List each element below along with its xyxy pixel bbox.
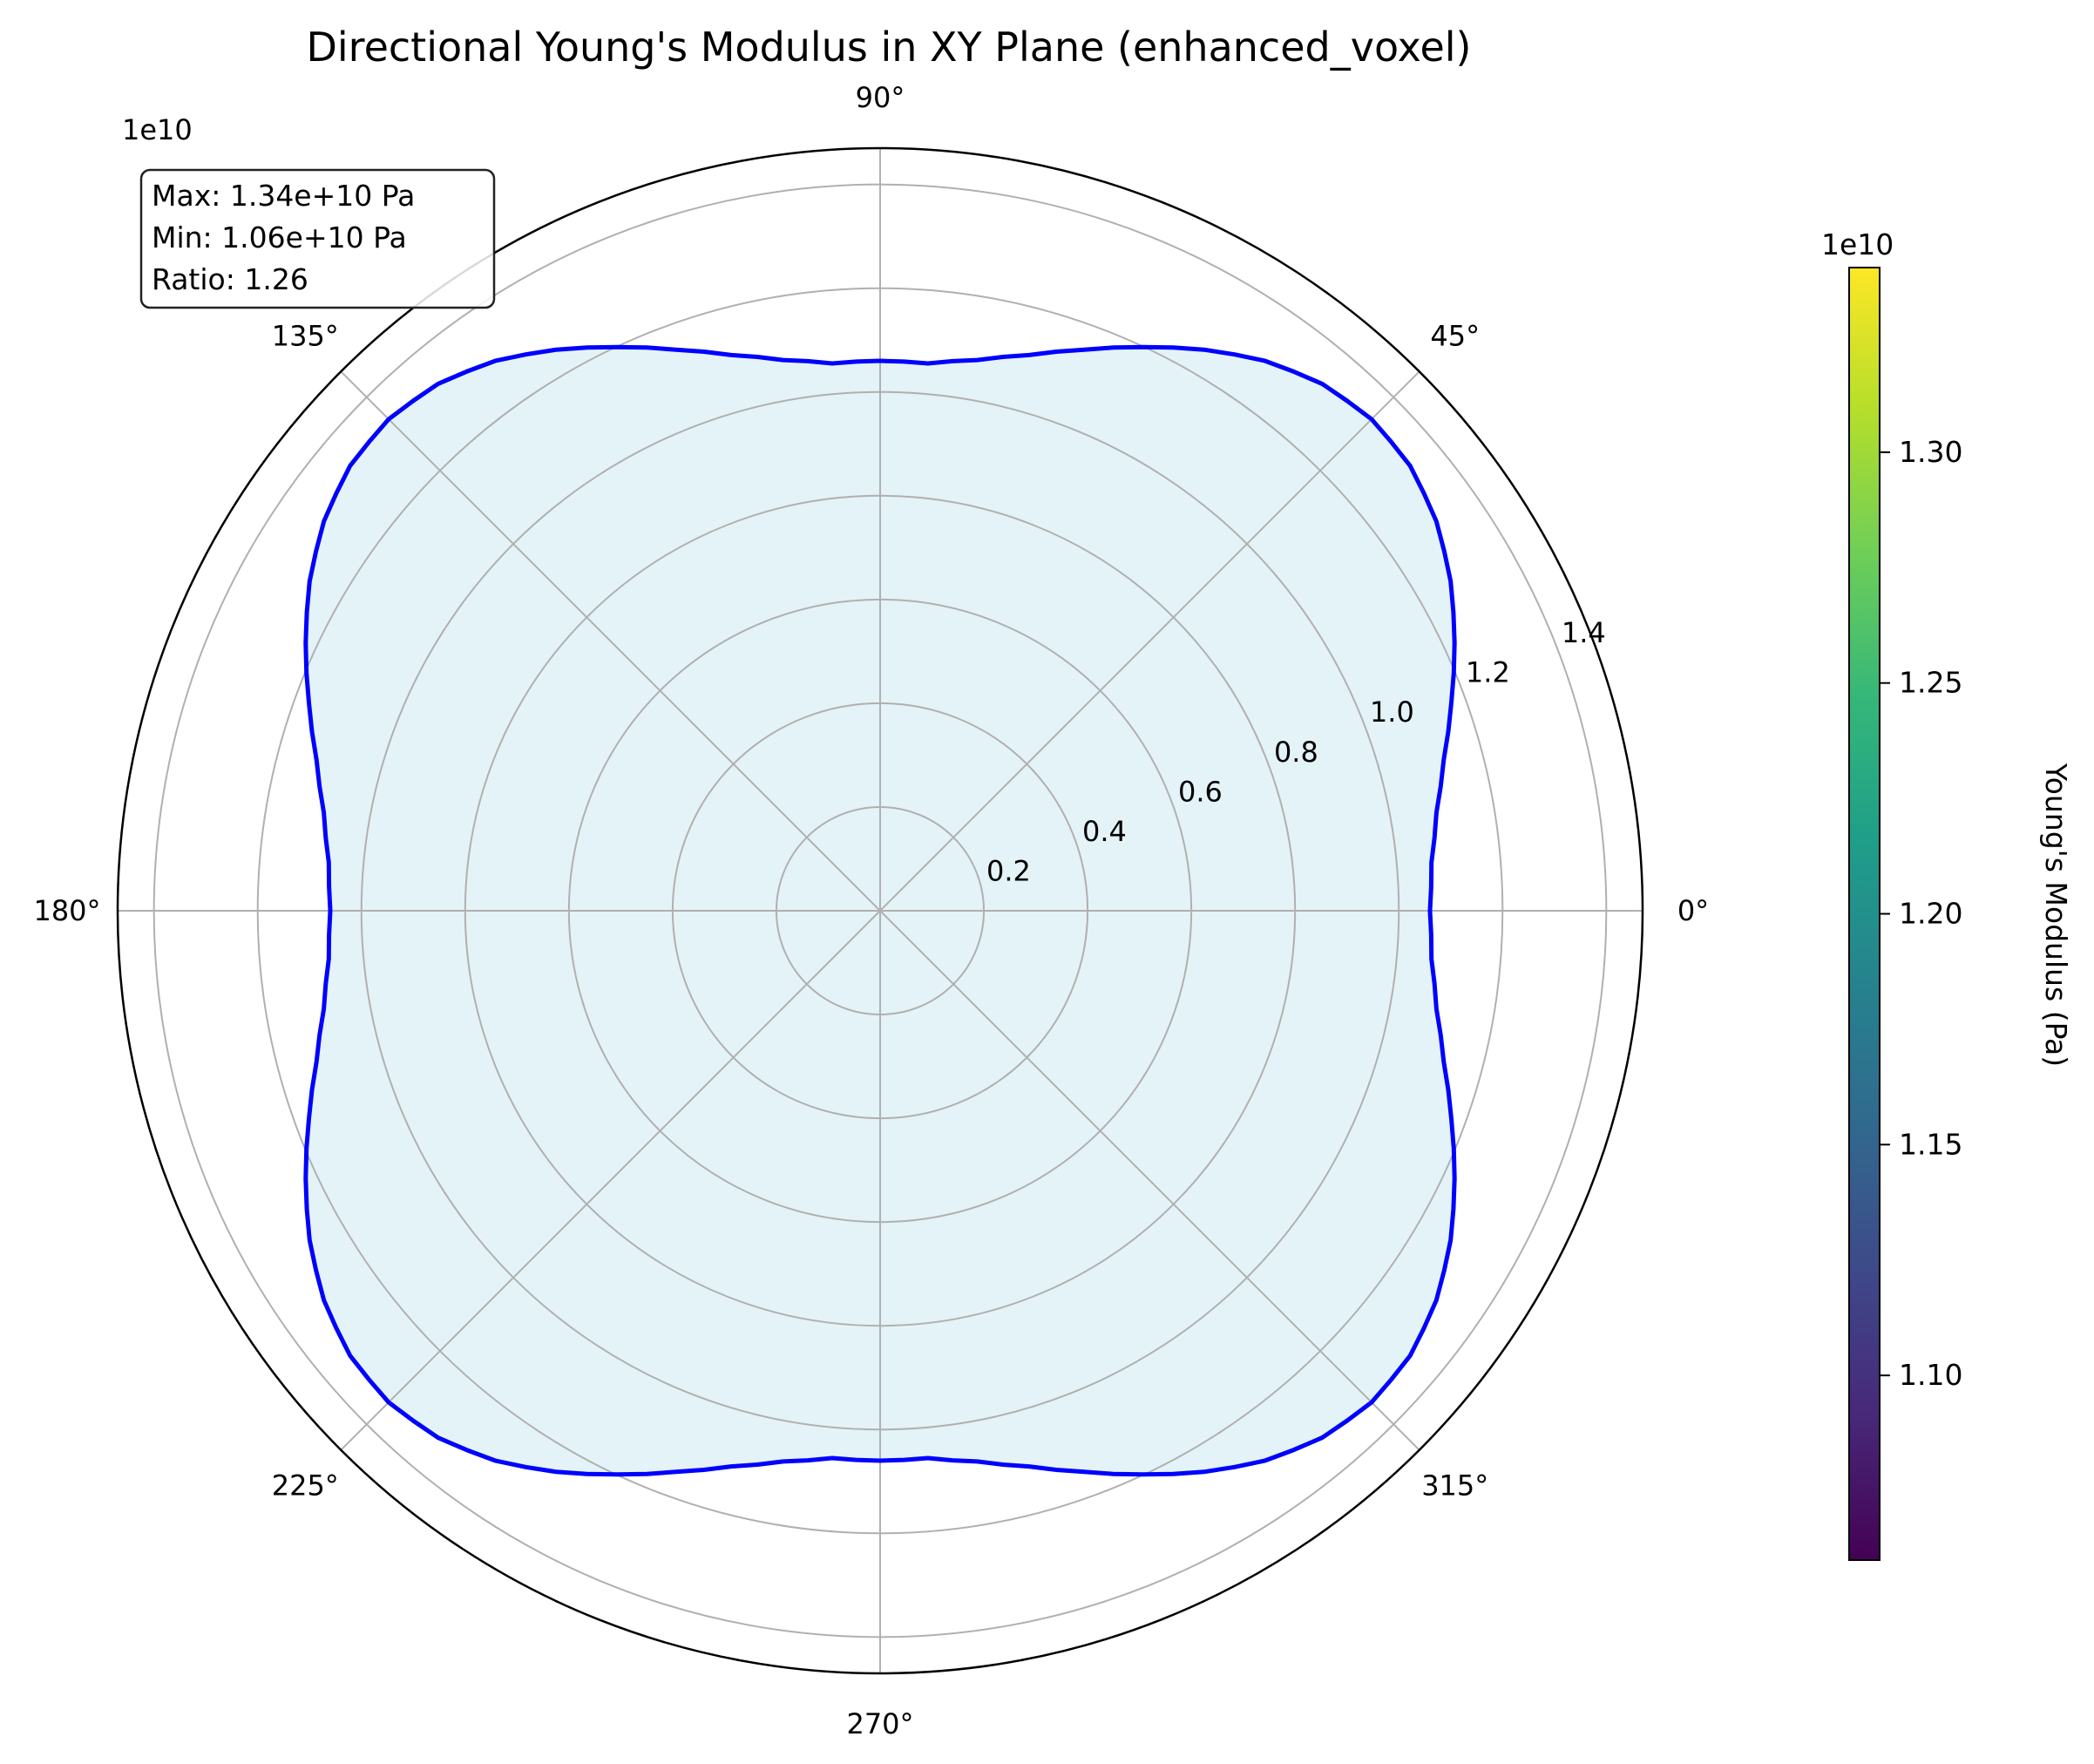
polar-frame <box>116 146 1644 1675</box>
radial-tick-label: 0.2 <box>986 854 1031 887</box>
stats-ratio: Ratio: 1.26 <box>152 262 308 296</box>
angular-gridline-225 <box>340 910 881 1451</box>
angular-tick-label: 225° <box>272 1469 339 1503</box>
radial-tick-labels: 0.2 0.4 0.6 0.8 1.0 1.2 1.4 <box>986 616 1606 887</box>
colorbar-gradient <box>1848 267 1881 1561</box>
angular-gridline-45 <box>879 370 1420 912</box>
colorbar-tick-label: 1.25 <box>1899 666 1962 700</box>
modulus-curve <box>303 344 1457 1477</box>
angular-tick-label: 315° <box>1421 1469 1488 1503</box>
stats-box: Max: 1.34e+10 Pa Min: 1.06e+10 Pa Ratio:… <box>139 168 496 309</box>
radial-tick-label: 0.4 <box>1082 815 1127 848</box>
colorbar-tick-label: 1.10 <box>1899 1358 1962 1392</box>
angular-tick-label: 45° <box>1430 319 1480 352</box>
angular-tick-label: 270° <box>846 1707 913 1740</box>
stats-max: Max: 1.34e+10 Pa <box>152 179 415 213</box>
colorbar-ticks: 1.10 1.15 1.20 1.25 1.30 <box>1880 435 1962 1392</box>
radial-tick-label: 1.4 <box>1562 616 1606 649</box>
radial-tick-label: 0.8 <box>1274 736 1318 769</box>
radial-tick-label: 1.0 <box>1370 695 1414 729</box>
curve-layer <box>303 344 1457 1477</box>
radial-tick-label: 1.2 <box>1466 656 1510 689</box>
angular-tick-labels: 0° 45° 90° 135° 180° 225° 270° 315° <box>33 81 1709 1740</box>
angular-tick-label: 0° <box>1677 894 1709 927</box>
angular-tick-label: 135° <box>272 319 339 352</box>
colorbar-tick-label: 1.15 <box>1899 1127 1962 1161</box>
polar-grid <box>118 148 1643 1673</box>
colorbar-label: Young's Modulus (Pa) <box>2039 763 2073 1067</box>
chart-title: Directional Young's Modulus in XY Plane … <box>306 24 1471 71</box>
stats-min: Min: 1.06e+10 Pa <box>152 220 407 254</box>
colorbar-tick-label: 1.30 <box>1899 435 1962 469</box>
angular-gridline-315 <box>879 910 1420 1451</box>
polar-outer-circle <box>116 146 1644 1675</box>
colorbar-offset-label: 1e10 <box>1821 227 1894 261</box>
radial-tick-label: 0.6 <box>1178 775 1223 808</box>
radial-offset-label: 1e10 <box>122 113 193 146</box>
colorbar: 1e10 1.10 1.15 1.20 1.25 1.30 Young's Modulu… <box>1821 227 2073 1561</box>
colorbar-tick-label: 1.20 <box>1899 897 1962 931</box>
angular-tick-label: 90° <box>856 81 905 114</box>
angular-gridline-135 <box>340 370 881 912</box>
angular-tick-label: 180° <box>33 894 100 927</box>
